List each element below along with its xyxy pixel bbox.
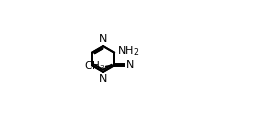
Text: N: N: [99, 74, 107, 84]
Text: N: N: [99, 34, 107, 44]
Text: NH$_2$: NH$_2$: [117, 44, 139, 58]
Text: N: N: [126, 60, 135, 70]
Text: CH$_3$: CH$_3$: [84, 60, 105, 74]
